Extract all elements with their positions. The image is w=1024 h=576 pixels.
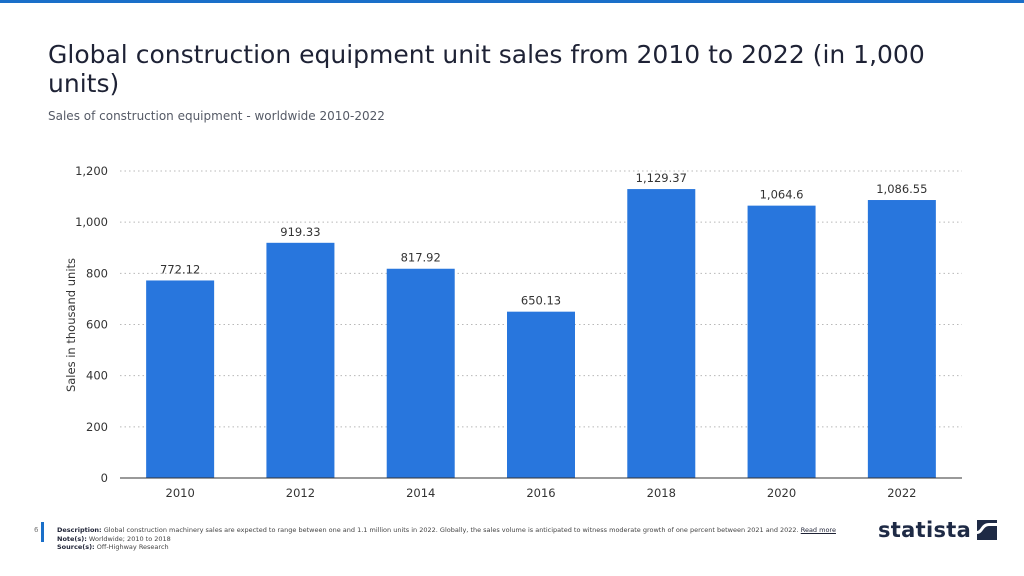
top-accent-bar	[0, 0, 1024, 3]
x-tick-label: 2016	[526, 486, 555, 500]
read-more-link[interactable]: Read more	[800, 526, 836, 534]
x-tick-label: 2020	[767, 486, 796, 500]
bar	[146, 280, 215, 478]
y-tick-label: 0	[101, 471, 108, 485]
x-tick-label: 2018	[647, 486, 676, 500]
logo-text: statista	[878, 518, 972, 542]
footer-accent-bar	[41, 522, 44, 542]
data-label: 650.13	[521, 294, 561, 308]
y-tick-label: 400	[86, 369, 108, 383]
data-label: 1,064.6	[760, 188, 804, 202]
bar	[747, 205, 816, 478]
bar	[627, 189, 696, 478]
notes-text: Worldwide; 2010 to 2018	[88, 534, 171, 543]
description-label: Description:	[57, 526, 102, 534]
bar	[867, 200, 936, 478]
page-subtitle: Sales of construction equipment - worldw…	[48, 109, 385, 123]
x-tick-label: 2022	[887, 486, 916, 500]
y-tick-label: 800	[86, 266, 108, 280]
y-tick-label: 200	[86, 420, 108, 434]
notes-label: Note(s):	[57, 534, 87, 543]
data-label: 919.33	[280, 225, 320, 239]
y-axis-label: Sales in thousand units	[64, 258, 78, 392]
data-label: 1,129.37	[636, 171, 687, 185]
x-tick-label: 2014	[406, 486, 435, 500]
statista-logo-icon	[977, 520, 998, 540]
bar-chart: Sales in thousand units 0 200 400 600 800 1,0…	[64, 164, 962, 500]
data-label: 772.12	[160, 262, 200, 276]
y-tick-label: 1,200	[75, 164, 108, 178]
bar	[386, 268, 455, 478]
data-label: 817.92	[401, 251, 441, 265]
data-label: 1,086.55	[876, 182, 927, 196]
sources-label: Source(s):	[57, 543, 95, 551]
description-text: Global construction machinery sales are …	[103, 526, 799, 534]
page-number: 6	[34, 526, 39, 534]
bar	[266, 242, 335, 478]
y-tick-label: 1,000	[75, 215, 108, 229]
statista-logo[interactable]: statista	[878, 518, 998, 542]
page-title: Global construction equipment unit sales…	[48, 40, 925, 98]
x-tick-label: 2012	[286, 486, 315, 500]
bar	[507, 311, 575, 478]
footer-notes: Description: Global construction machine…	[57, 526, 836, 552]
x-tick-label: 2010	[166, 486, 195, 500]
y-tick-label: 600	[86, 318, 108, 332]
sources-text: Off-Highway Research	[96, 543, 169, 551]
